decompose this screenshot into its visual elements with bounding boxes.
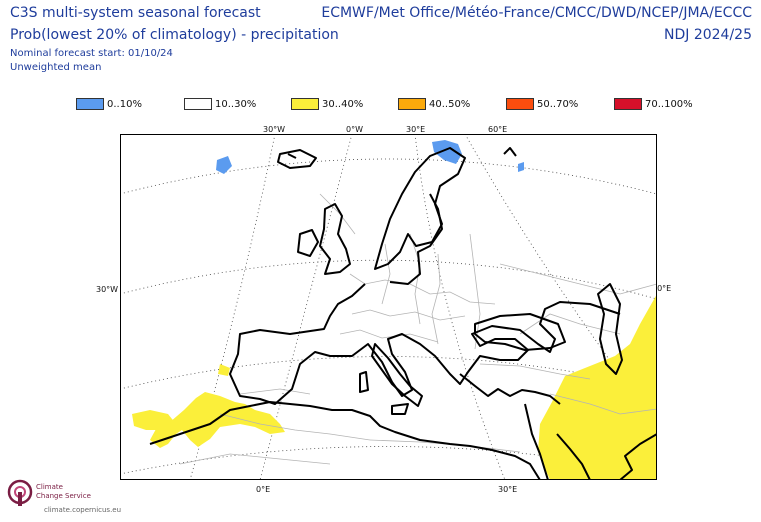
forecast-period: NDJ 2024/25: [664, 27, 752, 43]
coast-baltic: [389, 193, 443, 285]
copernicus-emblem-icon: [7, 479, 33, 506]
legend-swatch: [184, 98, 212, 110]
yellow-area-middle-east: [538, 294, 657, 480]
coast-aegean: [459, 373, 561, 405]
grid-label-top-30e: 30°E: [406, 125, 426, 134]
forecast-start-note: Nominal forecast start: 01/10/24: [10, 48, 173, 59]
grid-label-left-30w: 30°W: [96, 285, 119, 294]
legend-item-70-100: 70..100%: [614, 97, 693, 111]
yellow-area-atlantic-island: [218, 364, 230, 376]
mean-note: Unweighted mean: [10, 62, 102, 73]
legend-label: 70..100%: [645, 98, 693, 110]
country-borders: [179, 193, 657, 465]
grid-label-top-30w: 30°W: [263, 125, 286, 134]
coast-ireland: [297, 229, 319, 257]
grid-label-top-0w: 0°W: [346, 125, 363, 134]
coast-red-sea: [524, 403, 549, 480]
coast-great-britain: [319, 203, 351, 275]
probability-map: [120, 134, 657, 480]
legend-item-40-50: 40..50%: [398, 97, 470, 111]
coast-sardinia: [359, 371, 369, 393]
title-line-2: Prob(lowest 20% of climatology) - precip…: [10, 27, 339, 43]
legend-label: 10..30%: [215, 98, 257, 110]
legend-label: 0..10%: [107, 98, 142, 110]
blue-area-novaya: [518, 162, 524, 172]
coast-scandinavia: [374, 147, 466, 270]
blue-area-greenland: [216, 156, 232, 174]
coast-black-sea: [474, 313, 566, 351]
coast-italy: [371, 343, 423, 407]
grid-label-bottom-0e: 0°E: [256, 485, 271, 494]
legend-label: 50..70%: [537, 98, 579, 110]
legend-item-30-40: 30..40%: [291, 97, 363, 111]
legend-swatch: [291, 98, 319, 110]
logo-url: climate.copernicus.eu: [44, 506, 122, 514]
map-border: [120, 134, 657, 480]
legend-swatch: [506, 98, 534, 110]
blue-area-kola: [432, 140, 462, 164]
prob-30-40-areas: [132, 294, 657, 480]
legend-swatch: [614, 98, 642, 110]
logo-line-1: Climate: [36, 483, 63, 491]
legend-label: 40..50%: [429, 98, 471, 110]
legend: 0..10% 10..30% 30..40% 40..50% 50..70% 7…: [0, 97, 761, 111]
legend-item-0-10: 0..10%: [76, 97, 142, 111]
grid-label-bottom-30e: 30°E: [498, 485, 518, 494]
coast-persian-gulf: [619, 433, 657, 480]
grid-label-top-60e: 60°E: [488, 125, 508, 134]
logo-line-2: Change Service: [36, 492, 91, 500]
legend-swatch: [398, 98, 426, 110]
yellow-area-atlantic-coast: [132, 410, 176, 430]
copernicus-logo: Climate Change Service climate.copernicu…: [6, 476, 156, 518]
coast-north-africa: [149, 401, 541, 480]
coast-svalbard: [287, 153, 297, 159]
coast-novaya-zemlya: [503, 147, 517, 157]
legend-item-10-30: 10..30%: [184, 97, 256, 111]
coast-iceland: [277, 149, 317, 169]
title-line-1: C3S multi-system seasonal forecast: [10, 5, 261, 21]
coastlines: [149, 147, 657, 480]
coast-europe-mainland: [229, 283, 621, 405]
legend-label: 30..40%: [322, 98, 364, 110]
coast-caspian: [597, 283, 623, 375]
systems-list: ECMWF/Met Office/Météo-France/CMCC/DWD/N…: [321, 5, 752, 21]
coast-sicily: [391, 403, 409, 415]
prob-0-10-areas: [216, 140, 524, 174]
grid-label-right-60e: 60°E: [652, 284, 672, 293]
coast-arabia: [556, 433, 591, 480]
legend-item-50-70: 50..70%: [506, 97, 578, 111]
yellow-area-north-africa: [150, 392, 285, 448]
legend-swatch: [76, 98, 104, 110]
